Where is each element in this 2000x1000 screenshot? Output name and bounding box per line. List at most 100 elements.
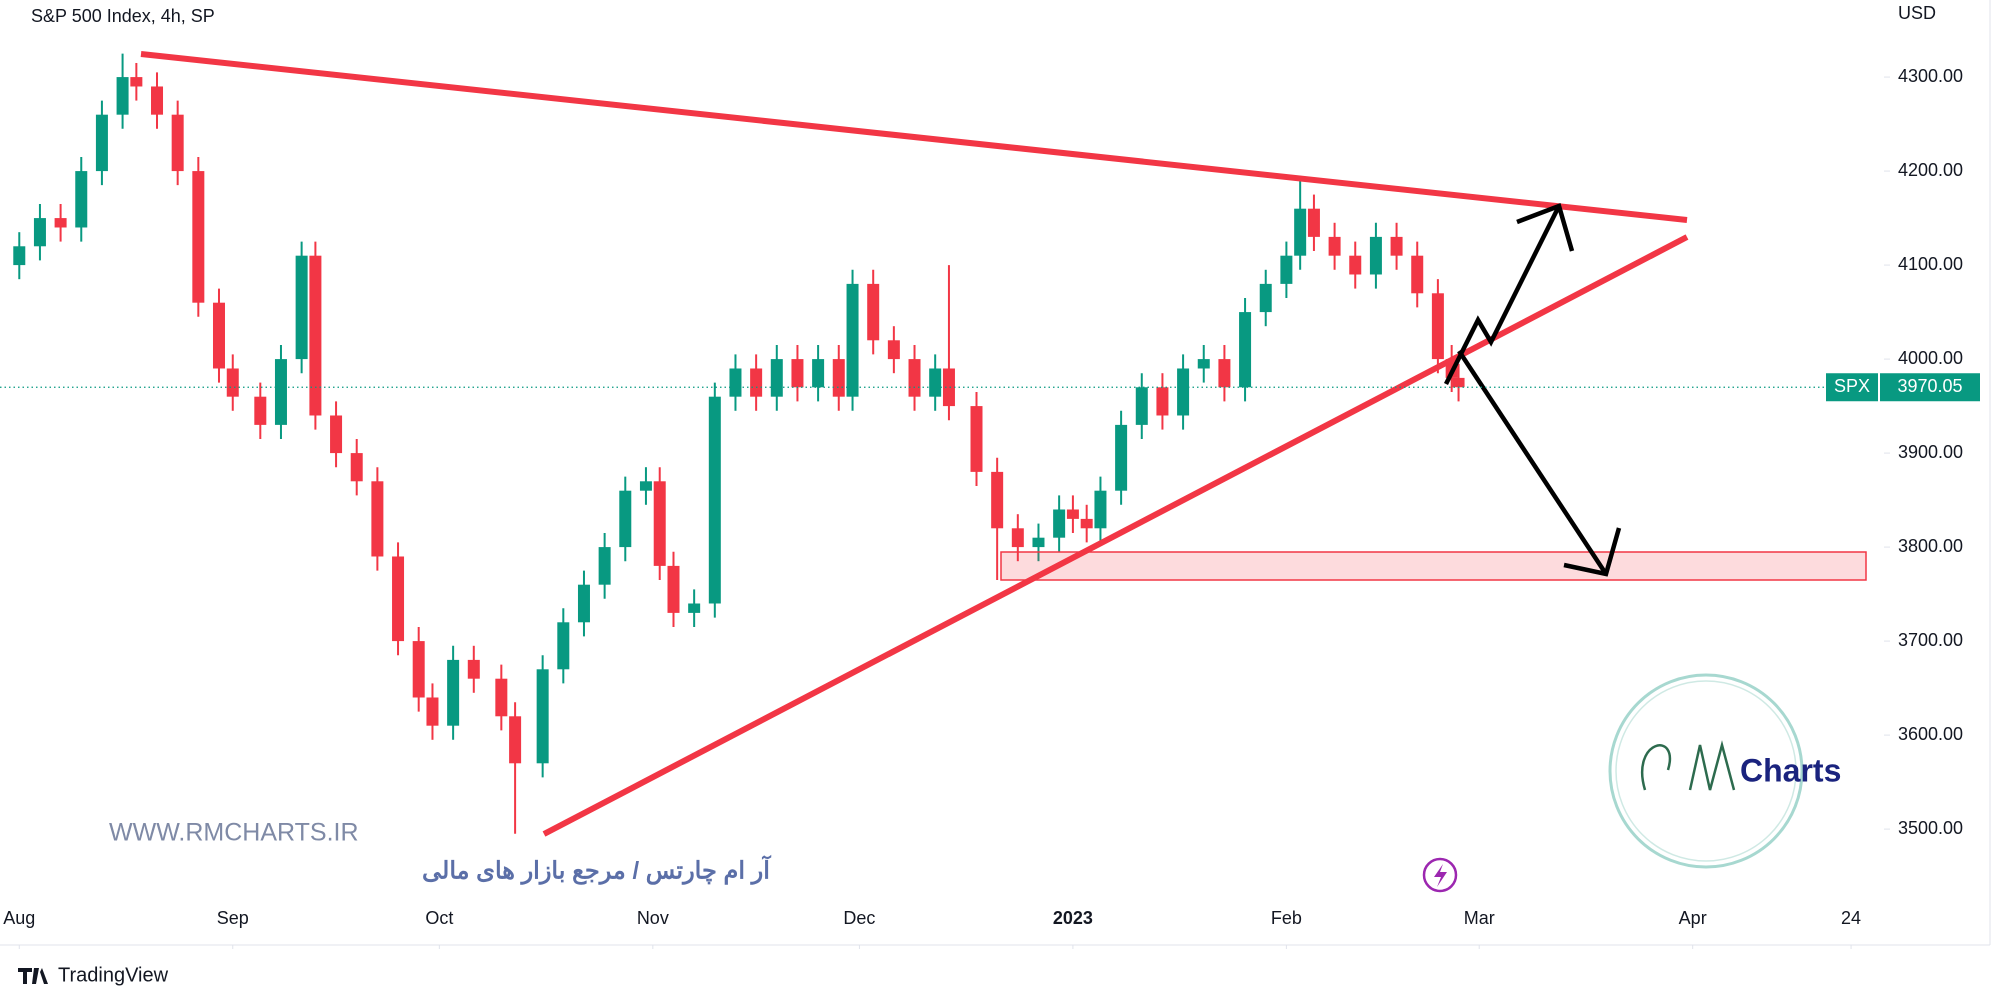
candle-body xyxy=(151,86,164,115)
candle-body xyxy=(1115,424,1128,491)
candle-body xyxy=(942,368,955,407)
support-zone xyxy=(1000,551,1867,581)
y-tick-label: 4200.00 xyxy=(1898,160,1963,180)
candle-body xyxy=(619,490,632,548)
x-tick-label: Dec xyxy=(843,908,875,928)
watermark-tagline: آر ام چارتس / مرجع بازار های مالی xyxy=(422,854,771,885)
candle-body xyxy=(1307,208,1320,237)
logo-ring xyxy=(1615,680,1797,862)
candle-body xyxy=(929,368,942,397)
candle-body xyxy=(1135,387,1148,425)
trendline xyxy=(542,234,1689,837)
candle-body xyxy=(75,171,88,228)
candle-body xyxy=(577,584,590,623)
candle-body xyxy=(426,697,439,726)
candle-body xyxy=(1328,236,1341,256)
candle-body xyxy=(1369,236,1382,275)
candle-body xyxy=(1280,255,1293,284)
candle-body xyxy=(33,218,46,247)
candle-body xyxy=(226,368,239,397)
logo-mark xyxy=(1640,740,1736,791)
candle-body xyxy=(1294,208,1307,256)
y-tick-label: 3600.00 xyxy=(1898,724,1963,744)
y-tick-label: 3500.00 xyxy=(1898,818,1963,838)
candle-body xyxy=(274,359,287,425)
logo-ring xyxy=(1608,673,1804,869)
candle-body xyxy=(729,368,742,397)
x-tick-label: 24 xyxy=(1841,908,1861,928)
candle-body xyxy=(309,255,322,416)
candle-body xyxy=(1452,377,1465,388)
tv-logo xyxy=(18,968,48,984)
candle-body xyxy=(557,622,570,670)
candle-body xyxy=(991,471,1004,529)
candle-body xyxy=(887,340,900,360)
candle-body xyxy=(598,547,611,585)
candle-body xyxy=(653,481,666,566)
currency: USD xyxy=(1898,3,1936,23)
candle-body xyxy=(639,481,652,491)
candle-body xyxy=(495,678,508,717)
arrow-head xyxy=(1516,203,1575,252)
candle-body xyxy=(509,716,522,764)
candle-body xyxy=(350,453,363,482)
candle-body xyxy=(1094,490,1107,529)
candle-body xyxy=(171,114,184,172)
candle-body xyxy=(688,603,701,613)
candle-body xyxy=(371,481,384,557)
candle-body xyxy=(330,415,343,454)
candle-body xyxy=(1431,293,1444,360)
candle-body xyxy=(1066,509,1079,519)
y-tick-label: 3800.00 xyxy=(1898,536,1963,556)
x-tick-label: Sep xyxy=(217,908,249,928)
candle-body xyxy=(750,368,763,397)
x-tick-label: Mar xyxy=(1464,908,1495,928)
x-tick-label: Oct xyxy=(425,908,453,928)
arrow-down xyxy=(1457,349,1608,576)
candle-body xyxy=(13,246,26,266)
candle-body xyxy=(708,396,721,604)
plot-area xyxy=(13,53,1465,834)
candle-body xyxy=(536,669,549,764)
candle-body xyxy=(116,77,129,115)
candle-body xyxy=(95,114,108,172)
last-price-label: 3970.05 xyxy=(1897,376,1962,396)
chart-title: S&P 500 Index, 4h, SP xyxy=(31,6,215,26)
candle-body xyxy=(832,359,845,397)
y-tick-label: 4100.00 xyxy=(1898,254,1963,274)
candle-body xyxy=(467,659,480,679)
candle-body xyxy=(392,556,405,642)
x-tick-label: Apr xyxy=(1679,908,1707,928)
y-tick-label: 3700.00 xyxy=(1898,630,1963,650)
lightning-glyph xyxy=(1434,864,1447,887)
logo-text: Charts xyxy=(1740,752,1841,788)
trendline xyxy=(140,51,1688,223)
candle-body xyxy=(1197,359,1210,369)
candle-body xyxy=(970,406,983,472)
symbol-box xyxy=(1826,373,1878,402)
y-tick-label: 4000.00 xyxy=(1898,348,1963,368)
arrow-head xyxy=(1563,527,1622,577)
platform-name: TradingView xyxy=(58,964,169,986)
candle-body xyxy=(846,283,859,397)
candle-body xyxy=(791,359,804,388)
candle-body xyxy=(192,171,205,303)
watermark-url: WWW.RMCHARTS.IR xyxy=(109,819,359,847)
candle-body xyxy=(1218,359,1231,388)
x-tick-label: 2023 xyxy=(1053,908,1093,928)
x-tick-label: Feb xyxy=(1271,908,1302,928)
candle-body xyxy=(1011,528,1024,548)
candle-body xyxy=(1239,312,1252,388)
candle-body xyxy=(1032,537,1045,548)
candle-body xyxy=(770,359,783,397)
candle-body xyxy=(212,302,225,369)
candle-body xyxy=(412,641,425,698)
candle-body xyxy=(295,255,308,360)
candle-body xyxy=(1080,518,1093,529)
symbol-label: SPX xyxy=(1834,376,1870,396)
candle-body xyxy=(667,565,680,613)
lightning-icon[interactable] xyxy=(1422,857,1458,893)
x-tick-label: Nov xyxy=(637,908,669,928)
candle-body xyxy=(130,77,143,87)
